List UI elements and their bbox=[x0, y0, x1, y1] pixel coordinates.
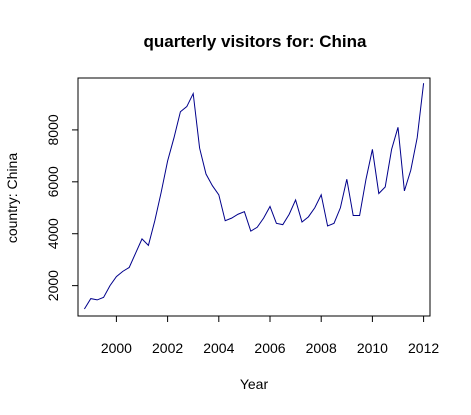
x-tick-label: 2004 bbox=[203, 340, 234, 356]
y-tick-label: 2000 bbox=[45, 270, 61, 301]
y-tick-label: 6000 bbox=[45, 166, 61, 197]
y-axis: 2000 4000 6000 8000 bbox=[45, 114, 79, 301]
series-line-0 bbox=[83, 83, 425, 310]
x-tick-label: 2006 bbox=[254, 340, 285, 356]
x-tick-label: 2010 bbox=[357, 340, 388, 356]
x-tick-label: 2008 bbox=[306, 340, 337, 356]
chart-title: quarterly visitors for: China bbox=[144, 32, 367, 51]
x-tick-label: 2002 bbox=[152, 340, 183, 356]
plot-frame bbox=[77, 77, 431, 317]
x-axis: 2000 2002 2004 2006 2008 2010 2012 bbox=[101, 315, 439, 356]
x-axis-label: Year bbox=[240, 376, 269, 392]
series-group bbox=[83, 83, 425, 310]
x-tick-label: 2012 bbox=[408, 340, 439, 356]
y-tick-label: 4000 bbox=[45, 218, 61, 249]
x-tick-label: 2000 bbox=[101, 340, 132, 356]
y-tick-label: 8000 bbox=[45, 114, 61, 145]
y-axis-label: country: China bbox=[4, 153, 20, 243]
